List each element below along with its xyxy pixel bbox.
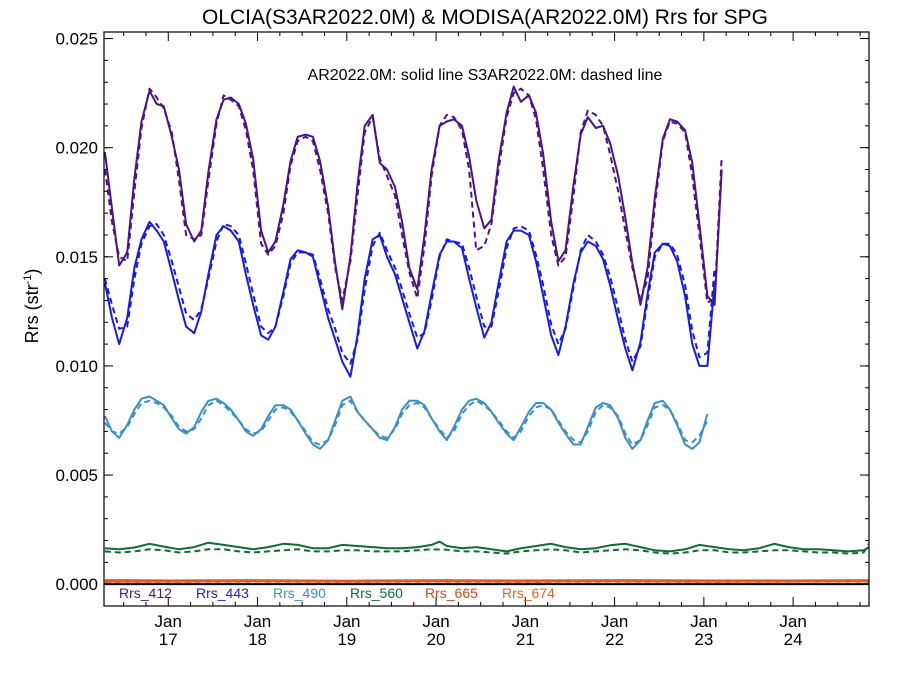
x-tick-label-year: 17 <box>159 630 178 649</box>
plot-frame <box>103 31 870 607</box>
y-tick-label: 0.025 <box>55 30 98 49</box>
legend-item-rrs-412: Rrs_412 <box>119 585 172 601</box>
legend-item-rrs-490: Rrs_490 <box>273 585 326 601</box>
chart-title: OLCIA(S3AR2022.0M) & MODISA(AR2022.0M) R… <box>202 6 768 29</box>
x-tick-label-year: 18 <box>248 630 267 649</box>
series-group <box>103 85 870 583</box>
x-tick-label-month: Jan <box>422 612 449 631</box>
series-line-rrs-490-solid <box>103 395 709 450</box>
series-line-rrs-412-dashed <box>103 87 723 304</box>
series-line-rrs-443-solid <box>103 220 716 378</box>
x-tick-label-month: Jan <box>244 612 271 631</box>
x-tick-label-month: Jan <box>512 612 539 631</box>
x-tick-label-month: Jan <box>155 612 182 631</box>
y-tick-label: 0.005 <box>55 466 98 485</box>
x-tick-label-year: 22 <box>605 630 624 649</box>
series-line-rrs-490-dashed <box>104 399 709 446</box>
x-tick-label-year: 23 <box>694 630 713 649</box>
x-tick-label-month: Jan <box>333 612 360 631</box>
legend-item-rrs-665: Rrs_665 <box>425 585 478 601</box>
series-line-rrs-560-solid <box>104 540 870 553</box>
y-axis-label-main: Rrs (str <box>22 284 42 343</box>
y-tick-label: 0.010 <box>55 357 98 376</box>
series-line-rrs-412-solid <box>103 85 723 311</box>
legend-item-rrs-674: Rrs_674 <box>502 585 555 601</box>
series-line-rrs-665-solid <box>104 579 870 582</box>
x-tick-label-year: 21 <box>516 630 535 649</box>
y-axis: 0.000 0.005 0.010 0.015 0.020 0.025 <box>55 30 869 594</box>
y-axis-label: Rrs (str-1) <box>22 269 42 344</box>
x-tick-label-year: 19 <box>337 630 356 649</box>
chart-annotation: AR2022.0M: solid line S3AR2022.0M: dashe… <box>308 67 663 84</box>
x-tick-label-year: 24 <box>784 630 803 649</box>
y-tick-label: 0.015 <box>55 248 98 267</box>
x-tick-label-month: Jan <box>779 612 806 631</box>
legend: Rrs_412 Rrs_443 Rrs_490 Rrs_560 Rrs_665 Rrs_6… <box>119 585 555 601</box>
x-tick-label-month: Jan <box>690 612 717 631</box>
legend-item-rrs-560: Rrs_560 <box>350 585 403 601</box>
legend-item-rrs-443: Rrs_443 <box>196 585 249 601</box>
y-tick-label: 0.020 <box>55 139 98 158</box>
y-tick-label: 0.000 <box>55 575 98 594</box>
x-tick-label-year: 20 <box>427 630 446 649</box>
y-axis-label-sup: -1 <box>22 275 34 285</box>
x-tick-label-month: Jan <box>601 612 628 631</box>
y-axis-label-close: ) <box>22 269 42 275</box>
